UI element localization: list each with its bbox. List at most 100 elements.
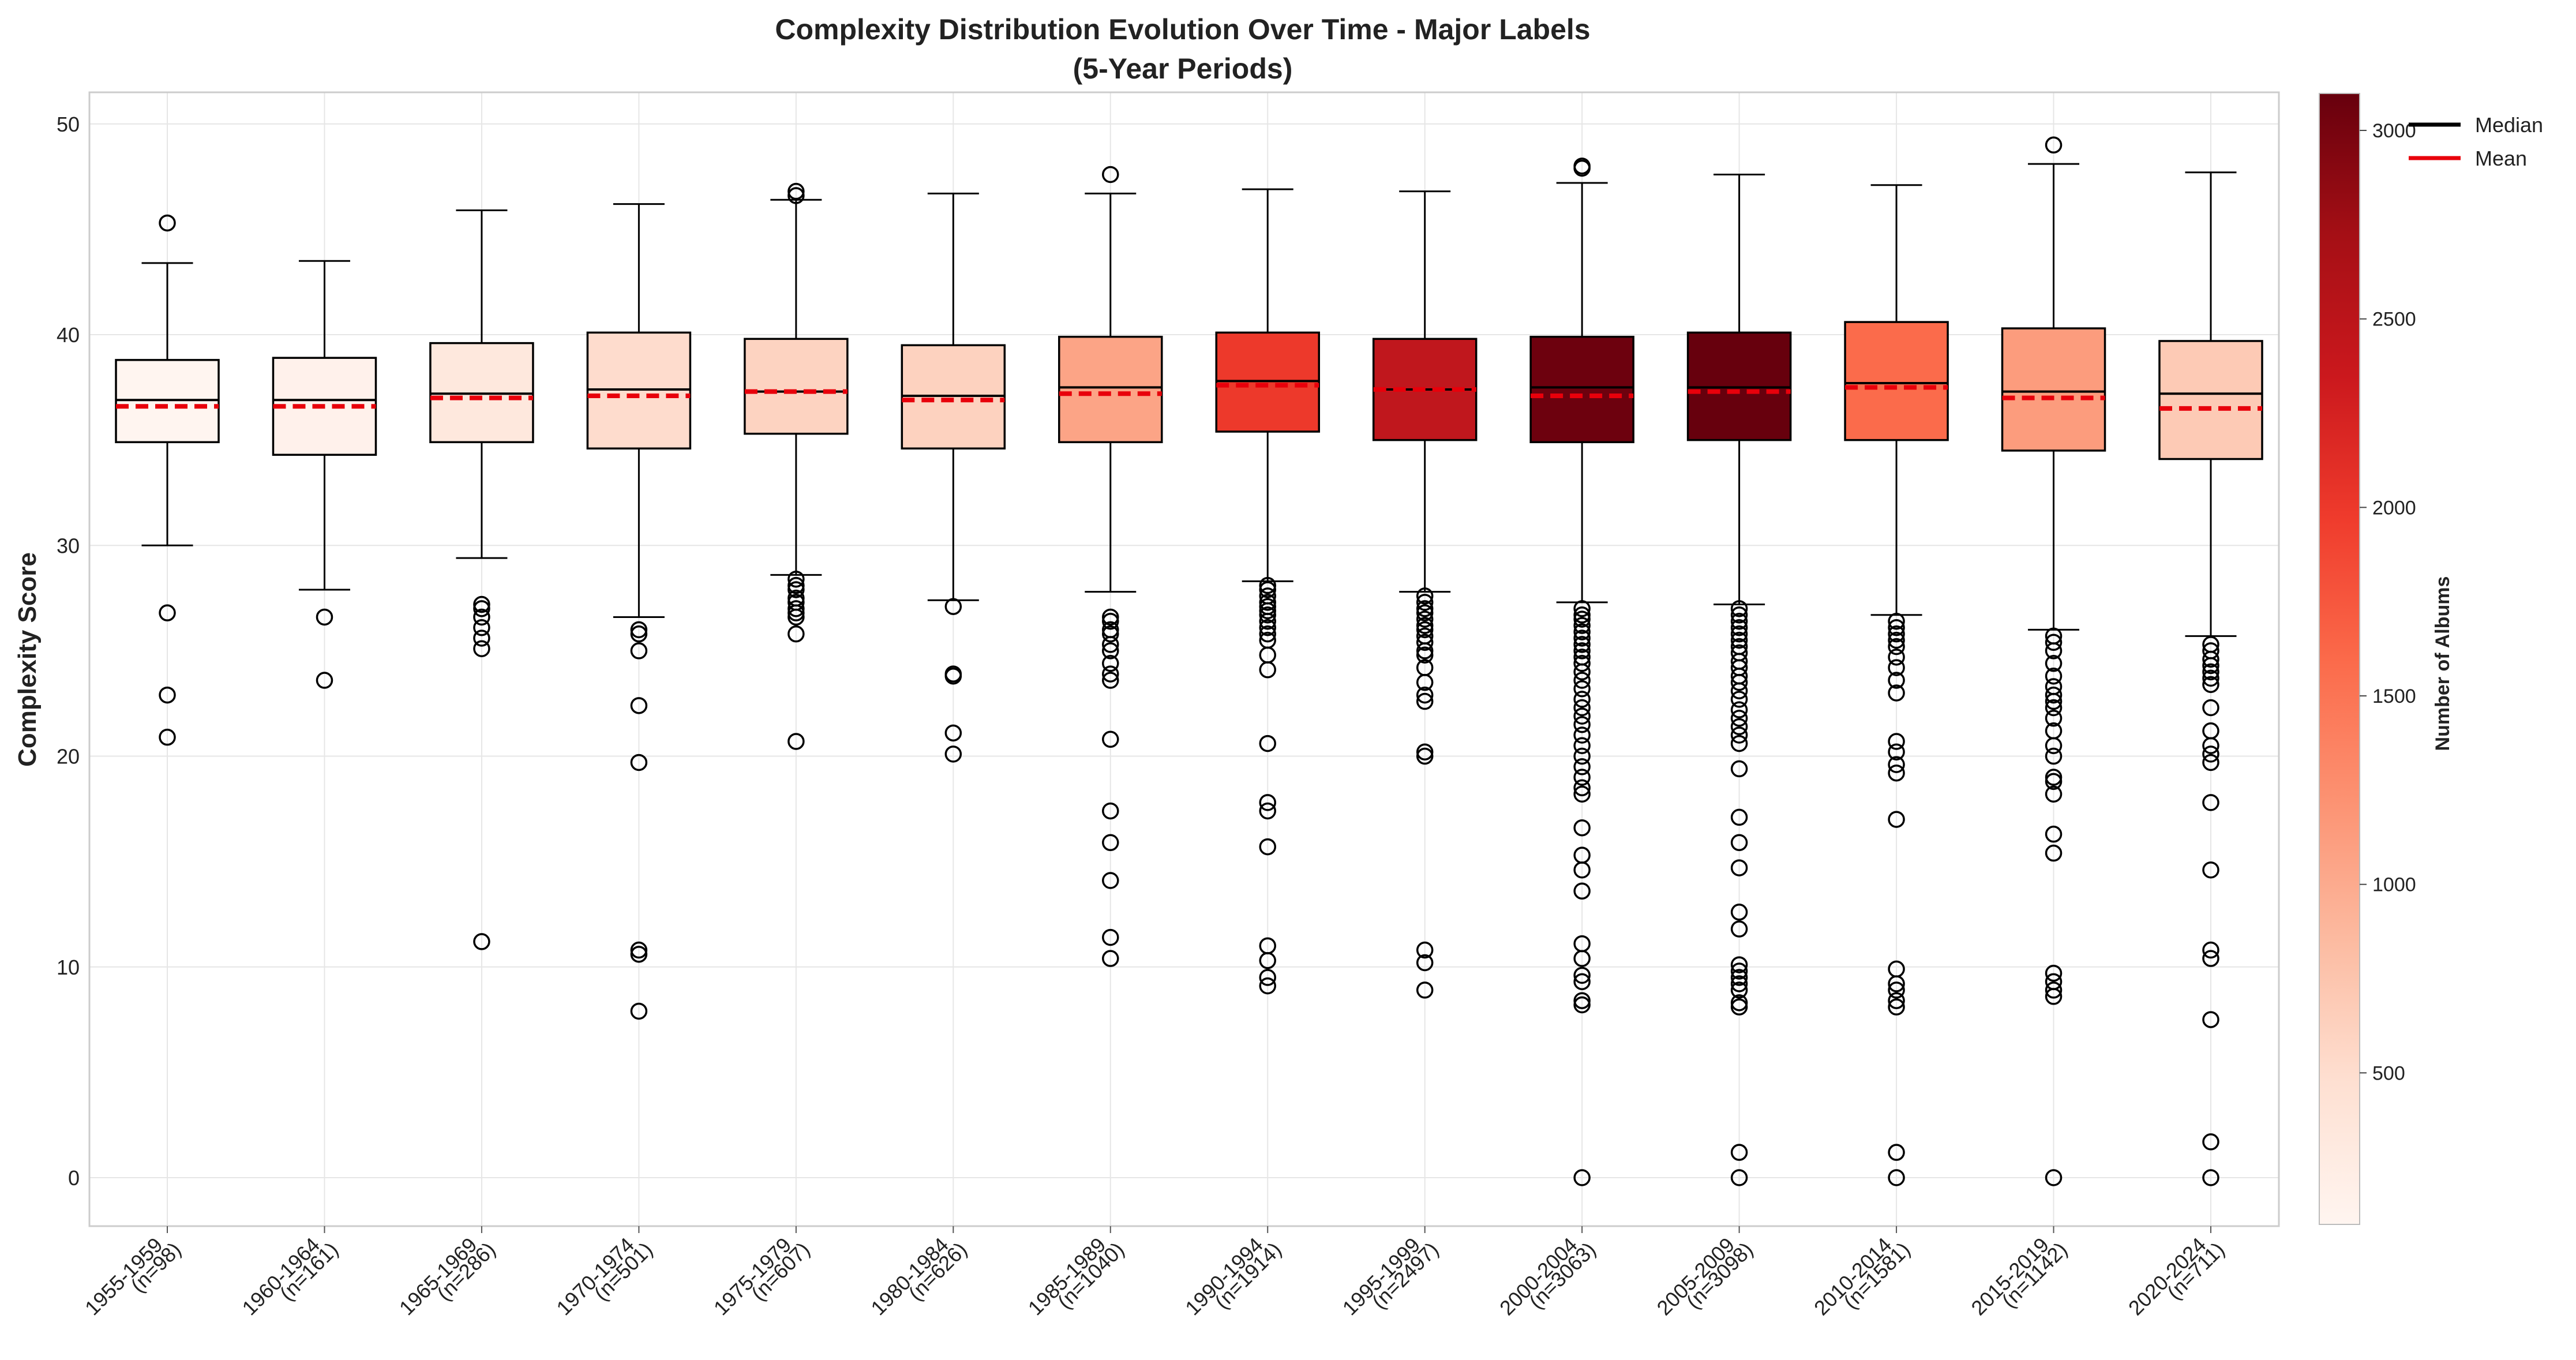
outlier-point <box>1259 625 1276 643</box>
outlier-point <box>1888 981 1905 999</box>
outlier-point <box>1573 680 1591 698</box>
outlier-point <box>2045 686 2063 704</box>
outlier-point <box>1416 747 1434 765</box>
chart-title: Complexity Distribution Evolution Over T… <box>775 13 1590 46</box>
box-1970-1974 <box>586 203 692 1020</box>
outlier-point <box>316 608 333 626</box>
outlier-point <box>630 642 648 660</box>
plot-area-frame <box>88 91 2280 1227</box>
outlier-point <box>2202 737 2219 754</box>
box-2000-2004 <box>1529 158 1634 1186</box>
outlier-point <box>1730 691 1748 708</box>
outlier-point <box>2202 941 2219 959</box>
outlier-point <box>1888 613 1905 630</box>
outlier-point <box>2202 861 2219 879</box>
colorbar-tick-label: 500 <box>2372 1062 2405 1084</box>
outlier-point <box>1730 969 1748 986</box>
outlier-point <box>1416 594 1434 611</box>
outlier-point <box>1730 834 1748 852</box>
box-2010-2014 <box>1844 184 1949 1186</box>
outlier-point <box>1888 625 1905 643</box>
outlier-point <box>1573 737 1591 754</box>
colorbar-tick-label: 2500 <box>2372 309 2416 331</box>
outlier-point <box>2045 710 2063 727</box>
outlier-point <box>473 595 490 613</box>
outlier-point <box>2045 981 2063 999</box>
outlier-point <box>788 600 805 617</box>
outlier-point <box>2045 667 2063 685</box>
box-2005-2009 <box>1686 173 1792 1186</box>
outlier-point <box>1730 808 1748 826</box>
outlier-point <box>473 640 490 657</box>
outlier-point <box>1573 159 1591 177</box>
boxes <box>115 136 2263 1186</box>
outlier-point <box>1259 619 1276 636</box>
outlier-point <box>2045 988 2063 1005</box>
outlier-point <box>944 745 962 763</box>
outlier-point <box>944 724 962 742</box>
outlier-point <box>1573 610 1591 628</box>
outlier-point <box>630 754 648 771</box>
outlier-point <box>1888 649 1905 666</box>
outlier-point <box>630 1002 648 1020</box>
outlier-point <box>1888 811 1905 828</box>
legend-median-label: Median <box>2475 113 2543 137</box>
outlier-point <box>1259 838 1276 856</box>
outlier-point <box>1416 621 1434 639</box>
box-1975-1979 <box>744 182 849 750</box>
outlier-point <box>1259 794 1276 811</box>
outlier-point <box>1888 756 1905 773</box>
outlier-point <box>1259 602 1276 620</box>
outlier-point <box>1102 730 1119 748</box>
y-tick-label: 30 <box>57 534 80 557</box>
outlier-point <box>1888 659 1905 676</box>
outlier-point <box>1888 672 1905 689</box>
outlier-point <box>2045 634 2063 651</box>
outlier-point <box>1573 992 1591 1009</box>
outlier-point <box>2045 785 2063 803</box>
outlier-point <box>1416 954 1434 972</box>
outlier-point <box>1416 634 1434 651</box>
outlier-point <box>1573 996 1591 1014</box>
outlier-point <box>1573 691 1591 708</box>
box-1985-1989 <box>1058 166 1163 967</box>
colorbar-tick-label: 1500 <box>2372 685 2416 707</box>
outlier-point <box>1102 613 1119 630</box>
box-iqr <box>2001 327 2106 452</box>
outlier-point <box>316 672 333 689</box>
outlier-point <box>159 728 176 746</box>
outlier-point <box>1730 998 1748 1016</box>
outlier-point <box>1102 928 1119 946</box>
outlier-point <box>1730 625 1748 643</box>
grid-lines <box>89 92 2279 1226</box>
outlier-point <box>1573 655 1591 672</box>
outlier-point <box>1573 950 1591 967</box>
outlier-point <box>1730 673 1748 691</box>
colorbar-label: Number of Albums <box>2432 576 2454 751</box>
y-tick-label: 40 <box>57 323 80 347</box>
outlier-point <box>1259 661 1276 679</box>
outlier-point <box>1416 646 1434 664</box>
outlier-point <box>1730 710 1748 727</box>
outlier-point <box>1730 735 1748 752</box>
outlier-point <box>2202 1169 2219 1186</box>
outlier-point <box>1573 715 1591 733</box>
outlier-point <box>2202 950 2219 967</box>
outlier-point <box>2045 844 2063 862</box>
box-1965-1969 <box>429 209 534 950</box>
outlier-point <box>1102 834 1119 852</box>
legend-mean-label: Mean <box>2475 147 2527 170</box>
outlier-point <box>1416 617 1434 634</box>
outlier-point <box>2045 692 2063 710</box>
box-iqr <box>744 338 849 435</box>
legend: Median Mean <box>2409 113 2543 170</box>
outlier-point <box>1730 920 1748 938</box>
outlier-point <box>1888 631 1905 649</box>
chart-subtitle: (5-Year Periods) <box>1073 53 1293 85</box>
outlier-point <box>944 598 962 615</box>
outlier-point <box>1259 952 1276 969</box>
outlier-point <box>1259 802 1276 820</box>
